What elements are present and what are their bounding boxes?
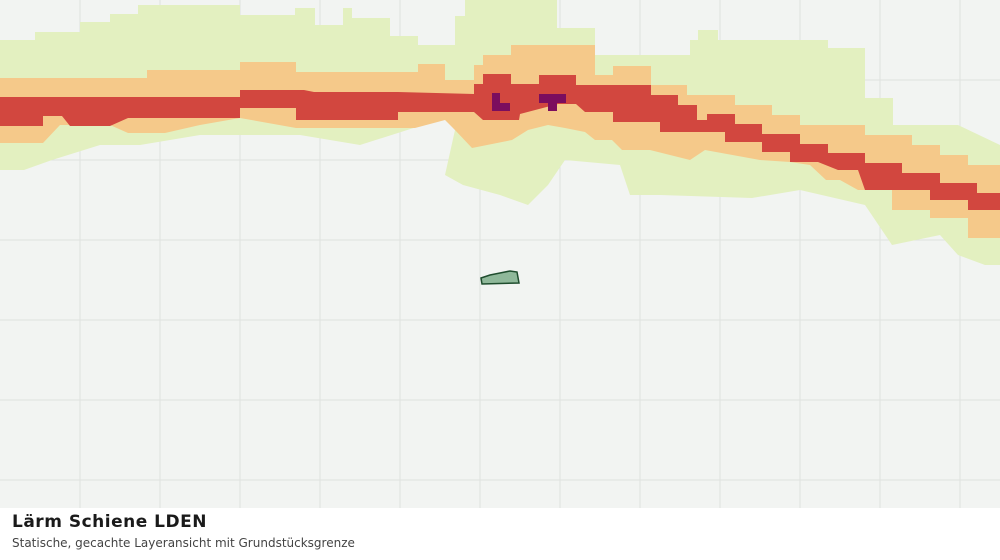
noise-zone-very-high [492,93,510,111]
noise-zone-very-high [539,94,566,111]
map-subtitle: Statische, gecachte Layeransicht mit Gru… [12,536,355,550]
parcel-boundary [480,270,520,285]
map [0,0,1000,508]
noise-zone-high [0,74,1000,210]
map-title: Lärm Schiene LDEN [12,512,207,532]
